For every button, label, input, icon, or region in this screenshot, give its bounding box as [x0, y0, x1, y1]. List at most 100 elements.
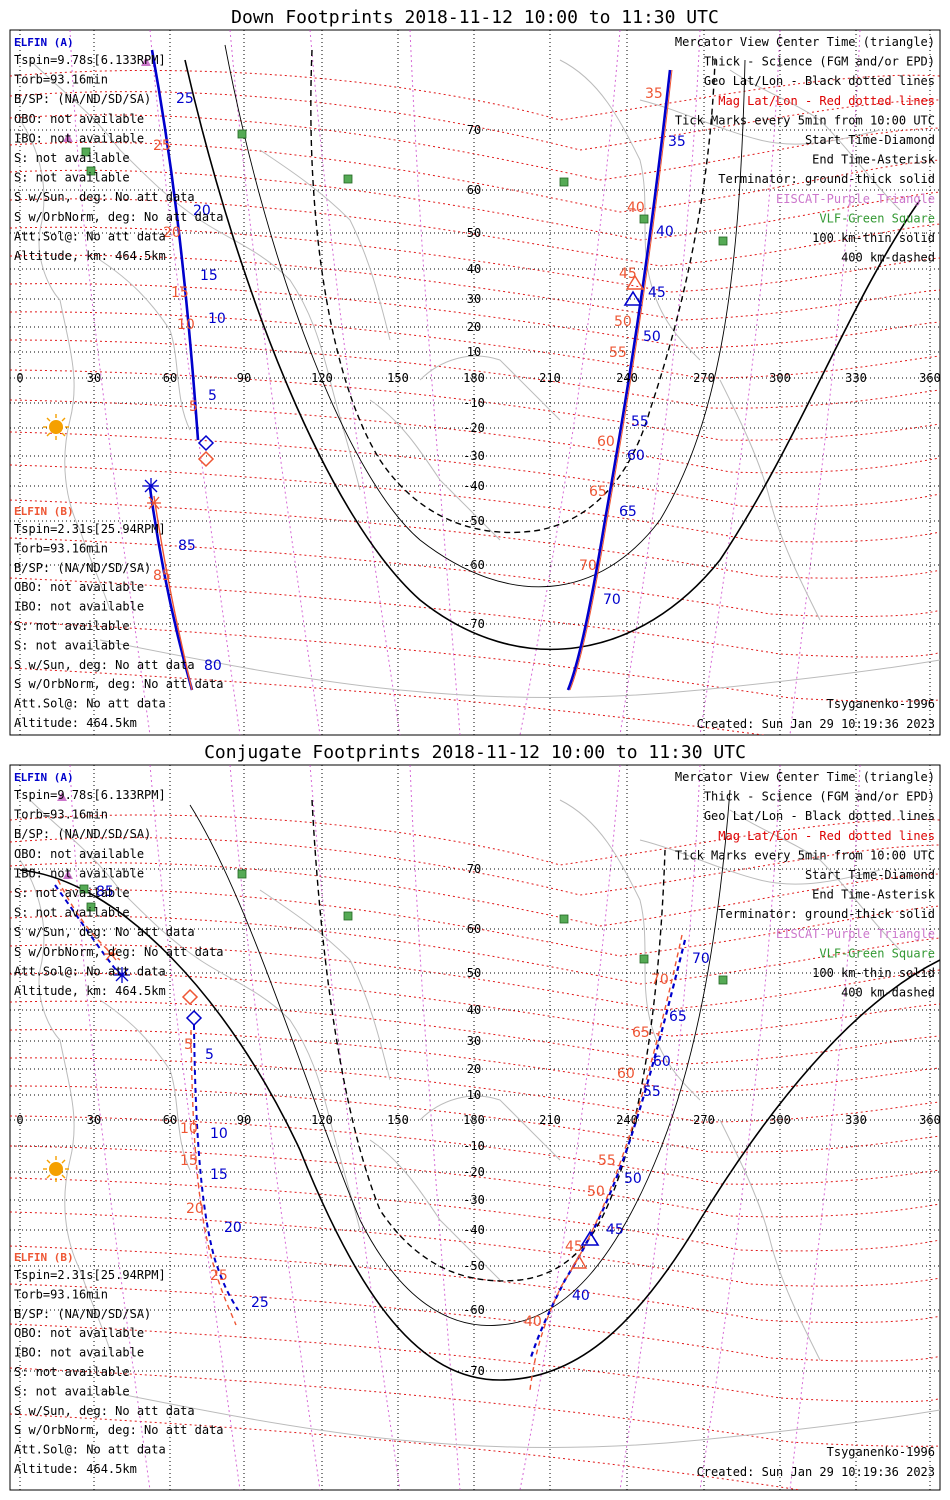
legend-entry: EISCAT-Purple Triangle — [776, 192, 935, 206]
elfin-b-info-line: S: not available — [14, 638, 130, 652]
elfin-a-end-asterisk — [114, 967, 130, 983]
axis-labels: 0 30 60 90 120 150 180 210 240 270 300 330 360 70 60 50… — [16, 123, 940, 631]
elfin-a-info-line: Torb=93.16min — [14, 73, 108, 87]
lat-tick-label: 70 — [467, 123, 481, 137]
lon-tick-label: 0 — [16, 1113, 23, 1127]
lon-tick-label: 60 — [163, 371, 177, 385]
continents — [19, 799, 940, 1448]
elfin-a-info: ELFIN (A) Tspin=9.78s[6.133RPM] Torb=93.1… — [14, 771, 224, 998]
panel-conjugate: Conjugate Footprints 2018-11-12 10:00 to… — [9, 742, 941, 1491]
lat-tick-label: -30 — [463, 449, 485, 463]
lon-tick-label: 300 — [769, 1113, 791, 1127]
elfin-b-info-line: S: not available — [14, 1365, 130, 1379]
elfin-a-info-line: S: not available — [14, 886, 130, 900]
vlf-square — [86, 902, 96, 912]
mag-grid — [10, 814, 940, 1490]
mag-meridians — [69, 30, 861, 735]
elfin-a-time-label: 50 — [643, 329, 661, 345]
elfin-b-info-line: B/SP: (NA/ND/SD/SA) — [14, 1307, 151, 1321]
vlf-square — [718, 975, 728, 985]
lon-tick-label: 150 — [387, 1113, 409, 1127]
lon-tick-label: 150 — [387, 371, 409, 385]
elfin-b-info-line: IBO: not available — [14, 1346, 144, 1360]
sun-icon — [43, 414, 69, 440]
elfin-b-time-label: 20 — [186, 1201, 204, 1217]
legend-entry: 100 km-thin solid — [812, 966, 935, 980]
elfin-a-track-west — [148, 49, 200, 691]
elfin-a-name: ELFIN (A) — [14, 771, 74, 784]
elfin-b-info-line: Altitude: 464.5km — [14, 716, 137, 730]
elfin-b-time-label: 70 — [579, 558, 597, 574]
elfin-b-info-line: Tspin=2.31s[25.94RPM] — [14, 522, 166, 536]
vlf-square — [559, 177, 569, 187]
elfin-a-time-label: 65 — [669, 1009, 687, 1025]
elfin-a-time-label: 80 — [204, 658, 222, 674]
vlf-square — [343, 911, 353, 921]
lon-tick-label: 60 — [163, 1113, 177, 1127]
elfin-a-end-asterisk — [143, 478, 159, 494]
elfin-b-time-label: 25 — [210, 1268, 228, 1284]
elfin-a-time-label: 15 — [200, 268, 218, 284]
elfin-a-info-line: S w/Sun, deg: No att data — [14, 190, 195, 204]
legend: Mercator View Center Time (triangle) Thic… — [675, 770, 936, 1000]
elfin-a-start-diamond — [197, 434, 215, 452]
lat-tick-label: -20 — [463, 1165, 485, 1179]
elfin-a-info-line: S w/Sun, deg: No att data — [14, 925, 195, 939]
legend-entry: 400 km-dashed — [841, 251, 935, 265]
elfin-a-time-label: 20 — [224, 1220, 242, 1236]
elfin-b-time-label: 5 — [184, 1037, 193, 1053]
elfin-a-time-label: 5 — [205, 1047, 214, 1063]
elfin-b-info-line: S: not available — [14, 1384, 130, 1398]
elfin-b-time-label: 35 — [645, 86, 663, 102]
elfin-a-info-line: OBO: not available — [14, 112, 144, 126]
elfin-a-time-label: 45 — [606, 1222, 624, 1238]
lat-tick-label: 50 — [467, 226, 481, 240]
legend-entry: Start Time-Diamond — [805, 868, 935, 882]
lat-tick-label: -70 — [463, 1364, 485, 1378]
legend-entry: EISCAT-Purple Triangle — [776, 927, 935, 941]
elfin-a-name: ELFIN (A) — [14, 36, 74, 49]
elfin-b-start-diamond — [197, 450, 215, 468]
lat-tick-label: -60 — [463, 1303, 485, 1317]
elfin-a-start-diamond — [185, 1009, 203, 1027]
legend-entry: Geo Lat/Lon - Black dotted lines — [704, 809, 935, 823]
vlf-square — [343, 174, 353, 184]
elfin-a-time-label: 70 — [603, 592, 621, 608]
elfin-a-info-line: S: not available — [14, 906, 130, 920]
elfin-b-info-line: B/SP: (NA/ND/SD/SA) — [14, 561, 151, 575]
elfin-b-name: ELFIN (B) — [14, 1251, 74, 1264]
elfin-b-time-label: 60 — [597, 434, 615, 450]
map-frame — [9, 764, 941, 1491]
lon-tick-label: 300 — [769, 371, 791, 385]
vlf-squares — [81, 129, 728, 246]
legend-entry: Mag Lat/Lon - Red dotted lines — [718, 94, 935, 108]
lon-tick-label: 240 — [616, 1113, 638, 1127]
legend-entry: End Time-Asterisk — [812, 153, 936, 167]
elfin-b-time-label: 10 — [180, 1121, 198, 1137]
mag-meridians — [69, 765, 861, 1490]
elfin-a-time-label: 10 — [210, 1126, 228, 1142]
lat-tick-label: 70 — [467, 862, 481, 876]
legend-entry: Mercator View Center Time (triangle) — [675, 770, 935, 784]
elfin-b-time-label: 15 — [180, 1153, 198, 1169]
elfin-b-time-label: 70 — [651, 972, 669, 988]
elfin-b-time-label: 50 — [587, 1184, 605, 1200]
elfin-b-info-line: Torb=93.16min — [14, 541, 108, 555]
elfin-b-info-line: Torb=93.16min — [14, 1287, 108, 1301]
elfin-b-end-asterisk — [147, 496, 161, 510]
elfin-a-info-line: IBO: not available — [14, 131, 144, 145]
elfin-a-time-label: 60 — [653, 1054, 671, 1070]
lon-tick-label: 270 — [693, 1113, 715, 1127]
elfin-a-track-east — [566, 69, 672, 691]
axis-labels: 0 30 60 90 120 150 180 210 240 270 300 330 360 70 60 50… — [16, 862, 940, 1378]
elfin-b-info-line: Att.Sol@: No att data — [14, 1443, 166, 1457]
vlf-square — [86, 166, 96, 176]
elfin-b-time-label: 20 — [163, 225, 181, 241]
elfin-a-time-label: 35 — [668, 134, 686, 150]
elfin-b-info-line: S w/Sun, deg: No att data — [14, 1404, 195, 1418]
elfin-a-info-line: Tspin=9.78s[6.133RPM] — [14, 788, 166, 802]
sun-icon — [43, 1156, 69, 1182]
lon-tick-label: 120 — [311, 1113, 333, 1127]
created-label: Created: Sun Jan 29 10:19:36 2023 — [697, 1465, 935, 1479]
